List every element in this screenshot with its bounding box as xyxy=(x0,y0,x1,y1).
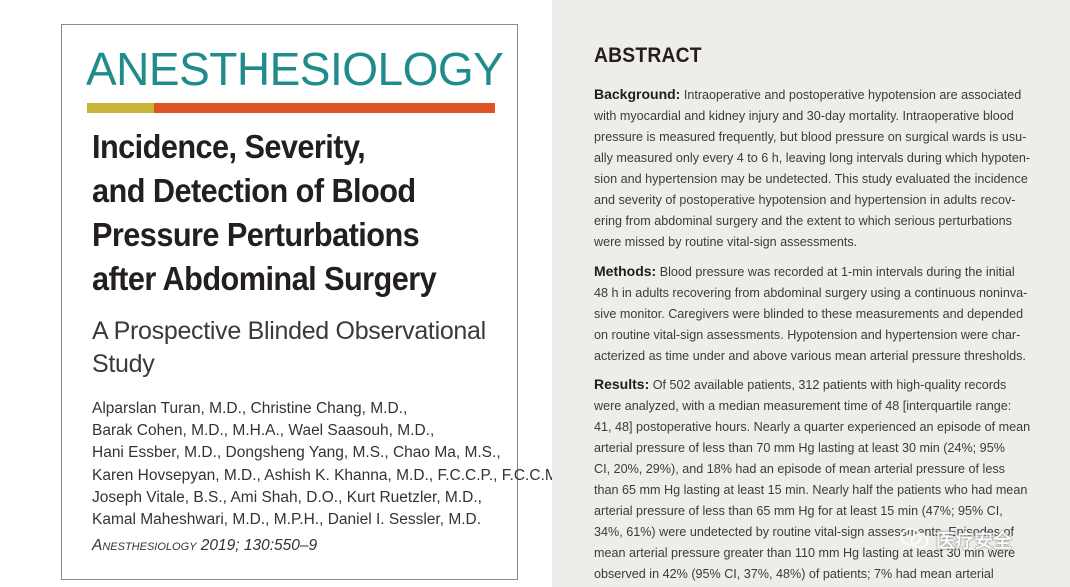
watermark: 医疗安全 xyxy=(900,524,1012,554)
abstract-line: observed in 42% (95% CI, 37%, 48%) of pa… xyxy=(594,567,994,581)
author-line: Hani Essber, M.D., Dongsheng Yang, M.S.,… xyxy=(92,444,501,462)
author-line: Karen Hovsepyan, M.D., Ashish K. Khanna,… xyxy=(92,466,567,484)
abstract-line: mean arterial pressure greater than 110 … xyxy=(594,546,1016,560)
abstract-line: Methods: Blood pressure was recorded at … xyxy=(594,261,1026,283)
abstract-line: arterial pressure of less than 70 mm Hg … xyxy=(594,441,1005,455)
abstract-line: CI, 20%, 29%), and 18% had an episode of… xyxy=(594,462,1005,476)
journal-bar-yellow xyxy=(87,103,154,113)
abstract-line: and severity of postoperative hypotensio… xyxy=(594,193,1016,207)
subtitle-line: Study xyxy=(92,350,155,378)
journal-name: ANESTHESIOLOGY xyxy=(86,43,504,95)
background-label: Background: xyxy=(594,86,681,102)
author-line: Joseph Vitale, B.S., Ami Shah, D.O., Kur… xyxy=(92,488,482,506)
watermark-text: 医疗安全 xyxy=(936,530,1013,552)
author-list: Alparslan Turan, M.D., Christine Chang, … xyxy=(92,398,567,531)
title-line: Pressure Perturbations xyxy=(92,216,420,253)
abstract-results: Results: Of 502 available patients, 312 … xyxy=(594,374,1031,585)
abstract-line: 48 h in adults recovering from abdominal… xyxy=(594,286,1028,300)
wechat-icon xyxy=(900,527,930,551)
citation-details: 2019; 130:550–9 xyxy=(196,537,318,554)
article-title: Incidence, Severity, and Detection of Bl… xyxy=(92,125,483,301)
abstract-line: sion and hypertension may be undetected.… xyxy=(594,172,1028,186)
cover-panel: ANESTHESIOLOGY Incidence, Severity, and … xyxy=(61,24,567,580)
title-card: ANESTHESIOLOGY Incidence, Severity, and … xyxy=(61,24,567,580)
abstract-text: Intraoperative and postoperative hypoten… xyxy=(680,88,1022,102)
abstract-heading: ABSTRACT xyxy=(594,44,702,67)
author-line: Kamal Maheshwari, M.D., M.P.H., Daniel I… xyxy=(92,511,482,529)
author-line: Alparslan Turan, M.D., Christine Chang, … xyxy=(92,400,408,417)
abstract-line: sive monitor. Caregivers were blinded to… xyxy=(594,307,1024,321)
methods-label: Methods: xyxy=(594,263,657,279)
abstract-panel: ABSTRACT Background: Intraoperative and … xyxy=(552,0,1070,587)
abstract-line: 41, 48] postoperative hours. Nearly a qu… xyxy=(594,420,1031,434)
abstract-line: were missed by routine vital-sign assess… xyxy=(594,235,858,249)
abstract-line: arterial pressure of less than 65 mm Hg … xyxy=(594,504,1003,518)
title-line: Incidence, Severity, xyxy=(92,128,366,165)
abstract-line: on routine vital-sign assessments. Hypot… xyxy=(594,328,1021,342)
abstract-line: were analyzed, with a median measurement… xyxy=(594,399,1012,413)
abstract-line: ering from abdominal surgery and the ext… xyxy=(594,214,1012,228)
results-label: Results: xyxy=(594,376,650,392)
abstract-line: Background: Intraoperative and postopera… xyxy=(594,84,1026,106)
abstract-methods: Methods: Blood pressure was recorded at … xyxy=(594,261,1028,367)
abstract-line: than 65 mm Hg lasting at least 15 min. N… xyxy=(594,483,1028,497)
abstract-line: pressure is measured frequently, but blo… xyxy=(594,130,1027,144)
journal-bar-orange xyxy=(154,103,495,113)
abstract-line: ally measured only every 4 to 6 h, leavi… xyxy=(594,151,1031,165)
abstract-text: Of 502 available patients, 312 patients … xyxy=(649,378,1007,392)
article-subtitle: A Prospective Blinded Observational Stud… xyxy=(92,315,492,381)
abstract-line: with myocardial and kidney injury and 30… xyxy=(594,109,1014,123)
title-line: after Abdominal Surgery xyxy=(92,260,437,297)
abstract-text: Blood pressure was recorded at 1-min int… xyxy=(656,265,1015,279)
abstract-background: Background: Intraoperative and postopera… xyxy=(594,84,1031,253)
subtitle-line: A Prospective Blinded Observational xyxy=(92,317,486,345)
citation: Anesthesiology 2019; 130:550–9 xyxy=(92,537,317,555)
abstract-line: acterized as time under and above variou… xyxy=(594,349,1026,363)
journal-color-bar xyxy=(87,103,495,113)
citation-journal: Anesthesiology xyxy=(92,537,197,554)
abstract-line: Results: Of 502 available patients, 312 … xyxy=(594,374,1026,396)
title-line: and Detection of Blood xyxy=(92,172,416,209)
author-line: Barak Cohen, M.D., M.H.A., Wael Saasouh,… xyxy=(92,422,435,440)
